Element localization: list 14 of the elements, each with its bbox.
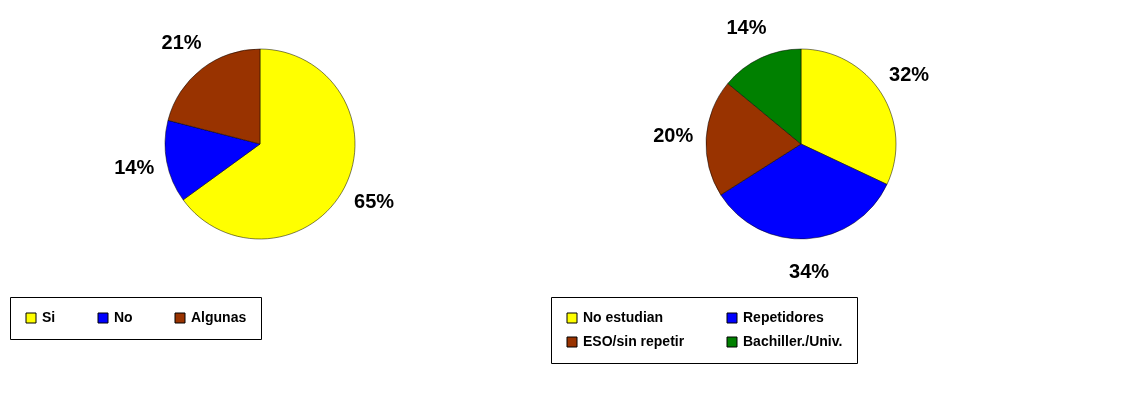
data-label: 34% xyxy=(789,259,830,282)
legend-label: Bachiller./Univ. xyxy=(743,333,843,349)
legend-label: Repetidores xyxy=(743,309,825,325)
legend-label: ESO/sin repetir xyxy=(583,333,685,349)
legend-label: Algunas xyxy=(191,309,247,325)
legend-label: Si xyxy=(42,309,56,325)
legend-label: No xyxy=(114,309,133,325)
data-label: 65% xyxy=(354,190,395,213)
data-label: 20% xyxy=(653,123,694,146)
data-label: 14% xyxy=(114,155,155,178)
data-label: 32% xyxy=(889,63,930,86)
legend-label: No estudian xyxy=(583,309,664,325)
data-label: 21% xyxy=(161,30,202,53)
data-label: 14% xyxy=(726,16,767,39)
